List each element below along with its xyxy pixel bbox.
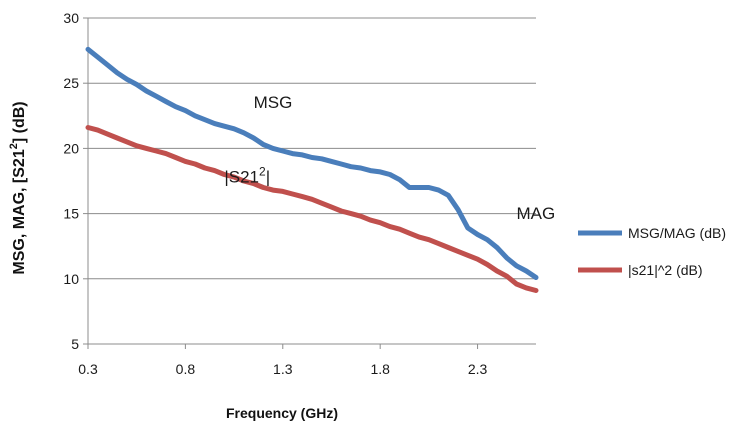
y-axis-title-tail: ] (dB) — [11, 101, 28, 143]
x-tick-label: 1.8 — [370, 361, 390, 377]
x-axis-ticks: 0.3 0.8 1.3 1.8 2.3 — [78, 344, 488, 377]
x-tick-label: 1.3 — [273, 361, 293, 377]
x-tick-label: 2.3 — [468, 361, 488, 377]
x-tick-label: 0.3 — [78, 361, 98, 377]
y-tick-label: 25 — [63, 75, 79, 91]
y-tick-label: 5 — [71, 336, 79, 352]
y-tick-label: 10 — [63, 271, 79, 287]
x-tick-label: 0.8 — [176, 361, 196, 377]
annotation-text: |S21 — [224, 167, 259, 186]
annotation-2: |S212| — [224, 164, 270, 186]
annotation-text: MSG — [254, 93, 293, 112]
x-axis-title: Frequency (GHz) — [226, 405, 338, 421]
y-axis-title: MSG, MAG, [S212] (dB) — [8, 101, 28, 274]
chart-annotations: MSG |S212| MAG — [224, 93, 555, 223]
y-tick-label: 30 — [63, 10, 79, 26]
annotation-superscript: 2 — [259, 164, 266, 178]
y-tick-label: 15 — [63, 206, 79, 222]
legend: MSG/MAG (dB) |s21|^2 (dB) — [578, 225, 726, 278]
legend-label: MSG/MAG (dB) — [628, 225, 726, 241]
y-axis-title-superscript: 2 — [8, 143, 20, 149]
annotation-tail: | — [266, 167, 270, 186]
series-line-2 — [85, 125, 539, 293]
series-line-1 — [85, 46, 539, 280]
annotation-3: MAG — [517, 204, 556, 223]
gridlines — [88, 17, 536, 345]
annotation-1: MSG — [254, 93, 293, 112]
y-tick-label: 20 — [63, 140, 79, 156]
annotation-text: MAG — [517, 204, 556, 223]
series-lines — [85, 46, 539, 293]
y-axis-title-main: MSG, MAG, [S21 — [11, 149, 28, 274]
legend-label: |s21|^2 (dB) — [628, 262, 703, 278]
y-axis-ticks: 5 10 15 20 25 30 — [63, 10, 89, 352]
